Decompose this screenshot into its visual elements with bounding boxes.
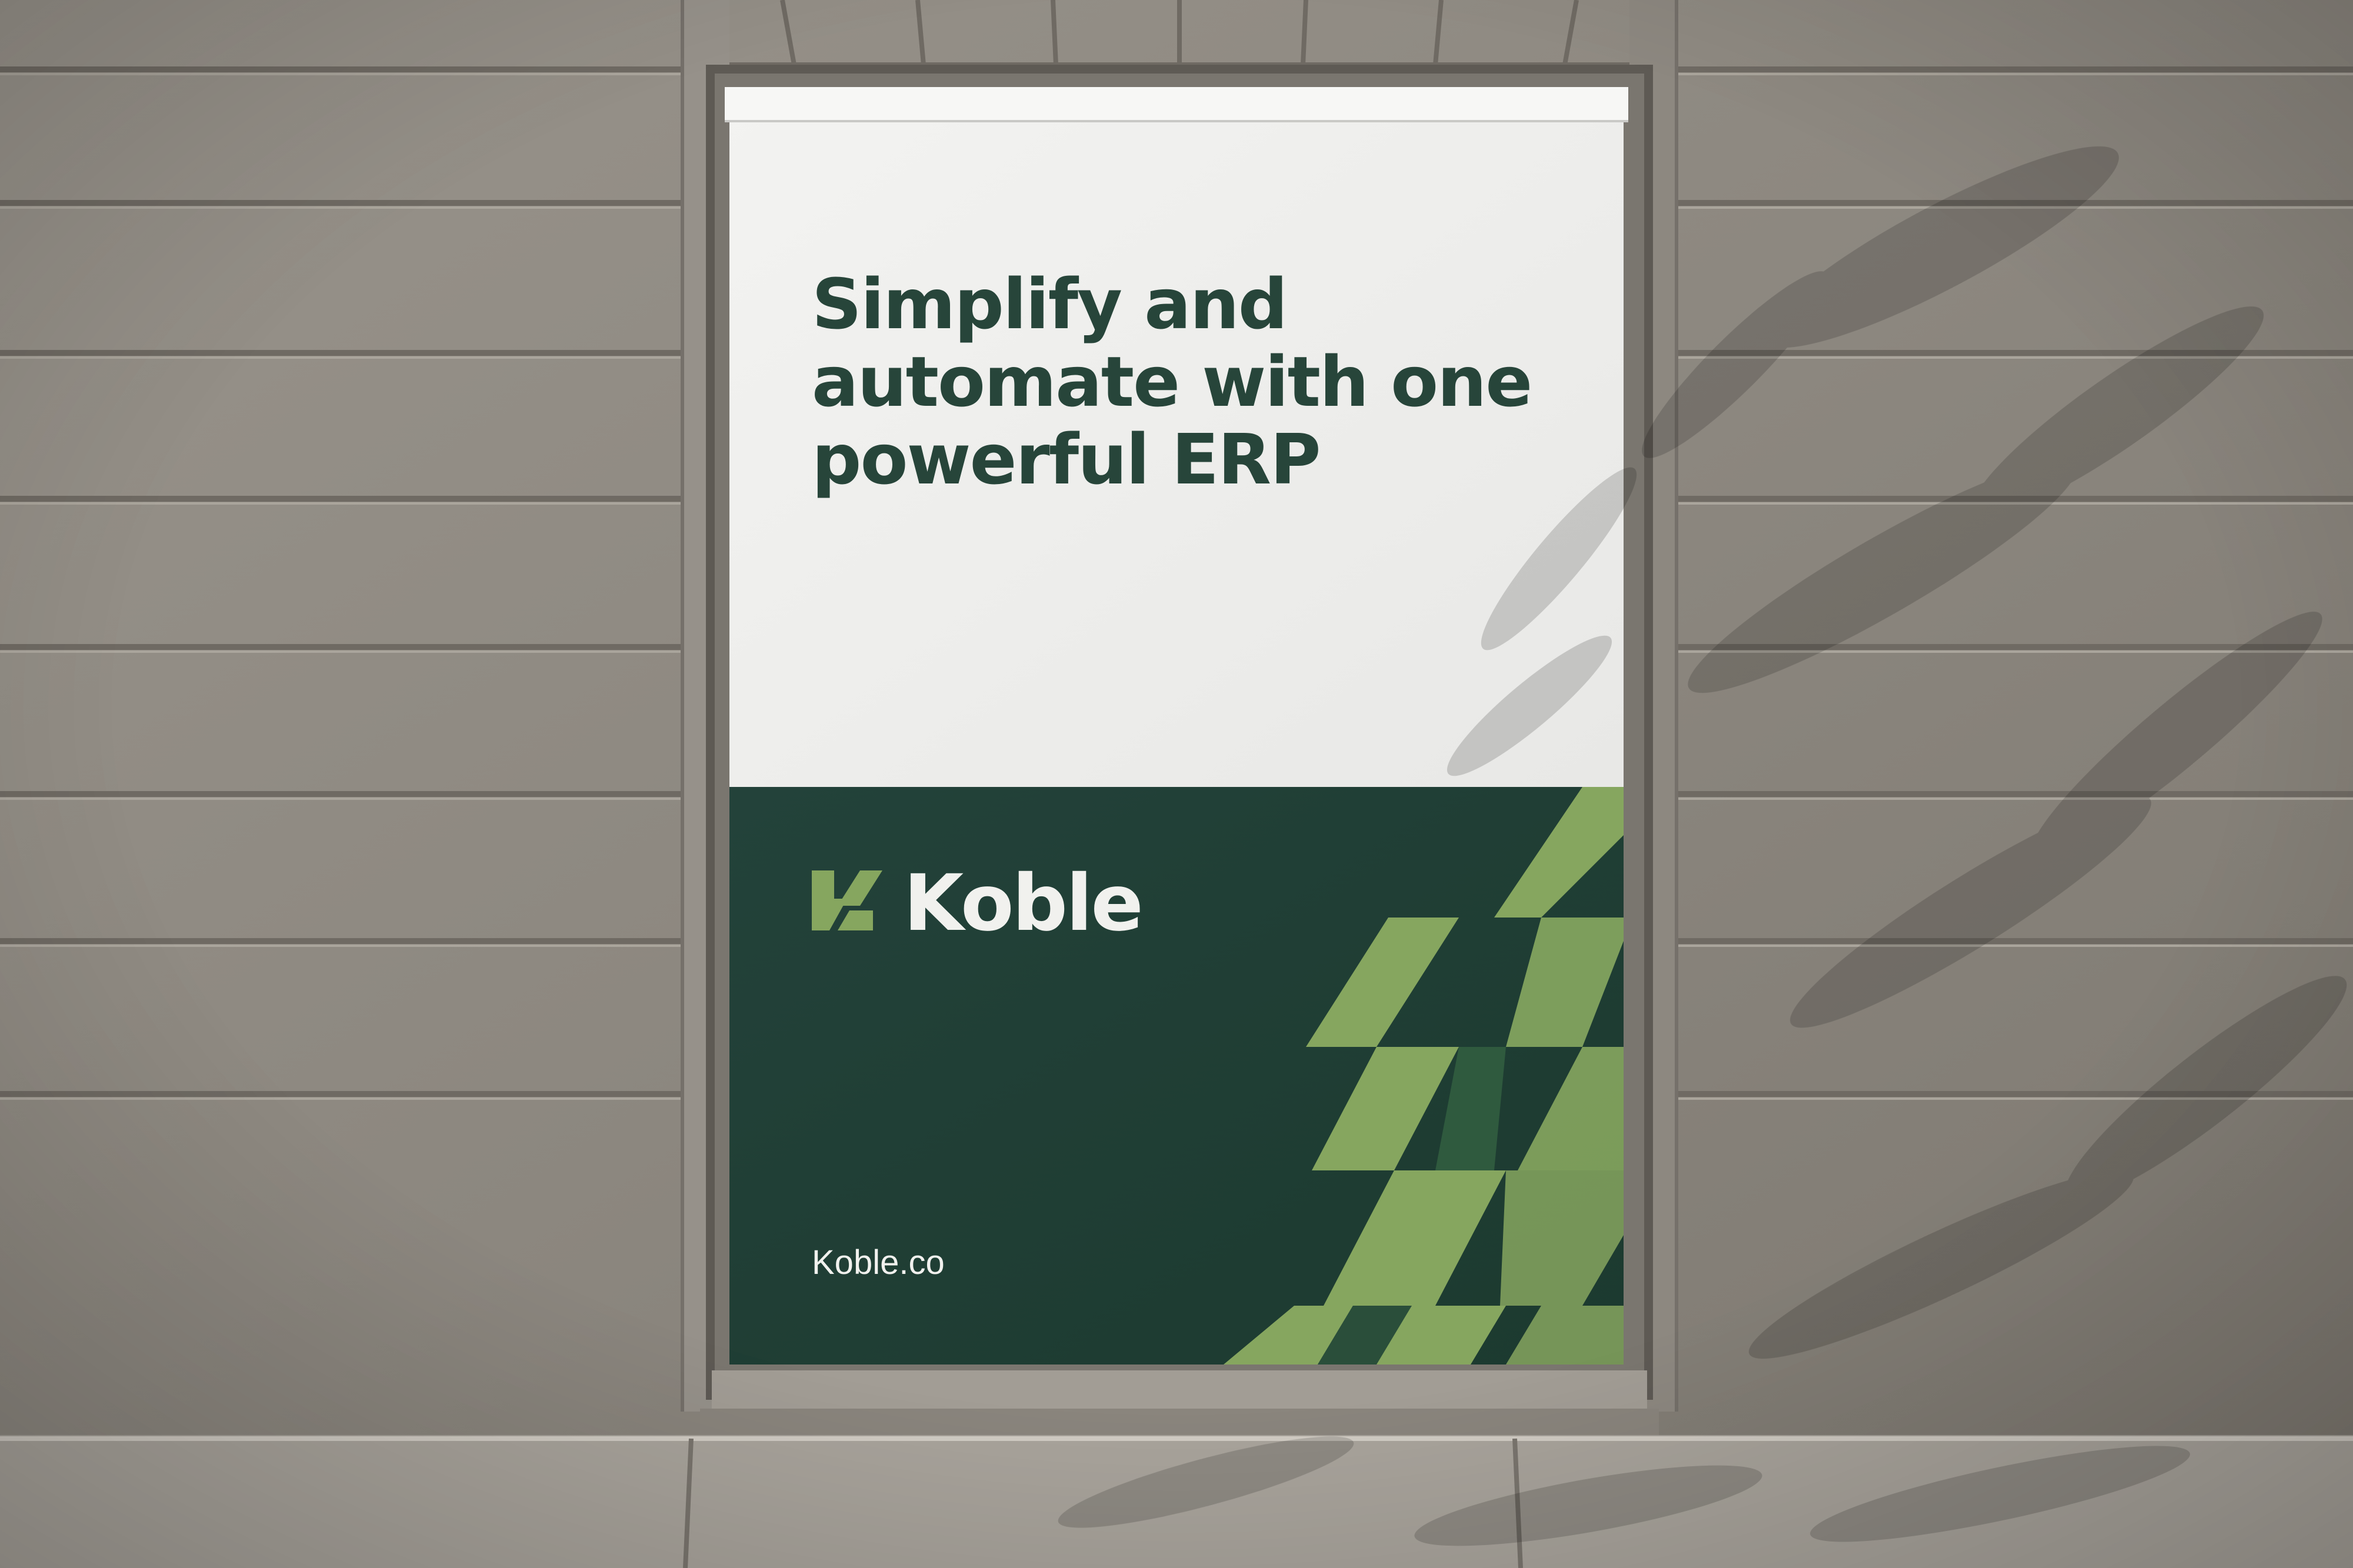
poster-headline-line-3: powerful ERP [812,419,1321,500]
poster-headline-line-2: automate with one [812,341,1532,422]
brand-name: Koble [904,858,1144,949]
website-url: Koble.co [812,1243,945,1282]
poster-headline-line-1: Simplify and [812,263,1288,345]
